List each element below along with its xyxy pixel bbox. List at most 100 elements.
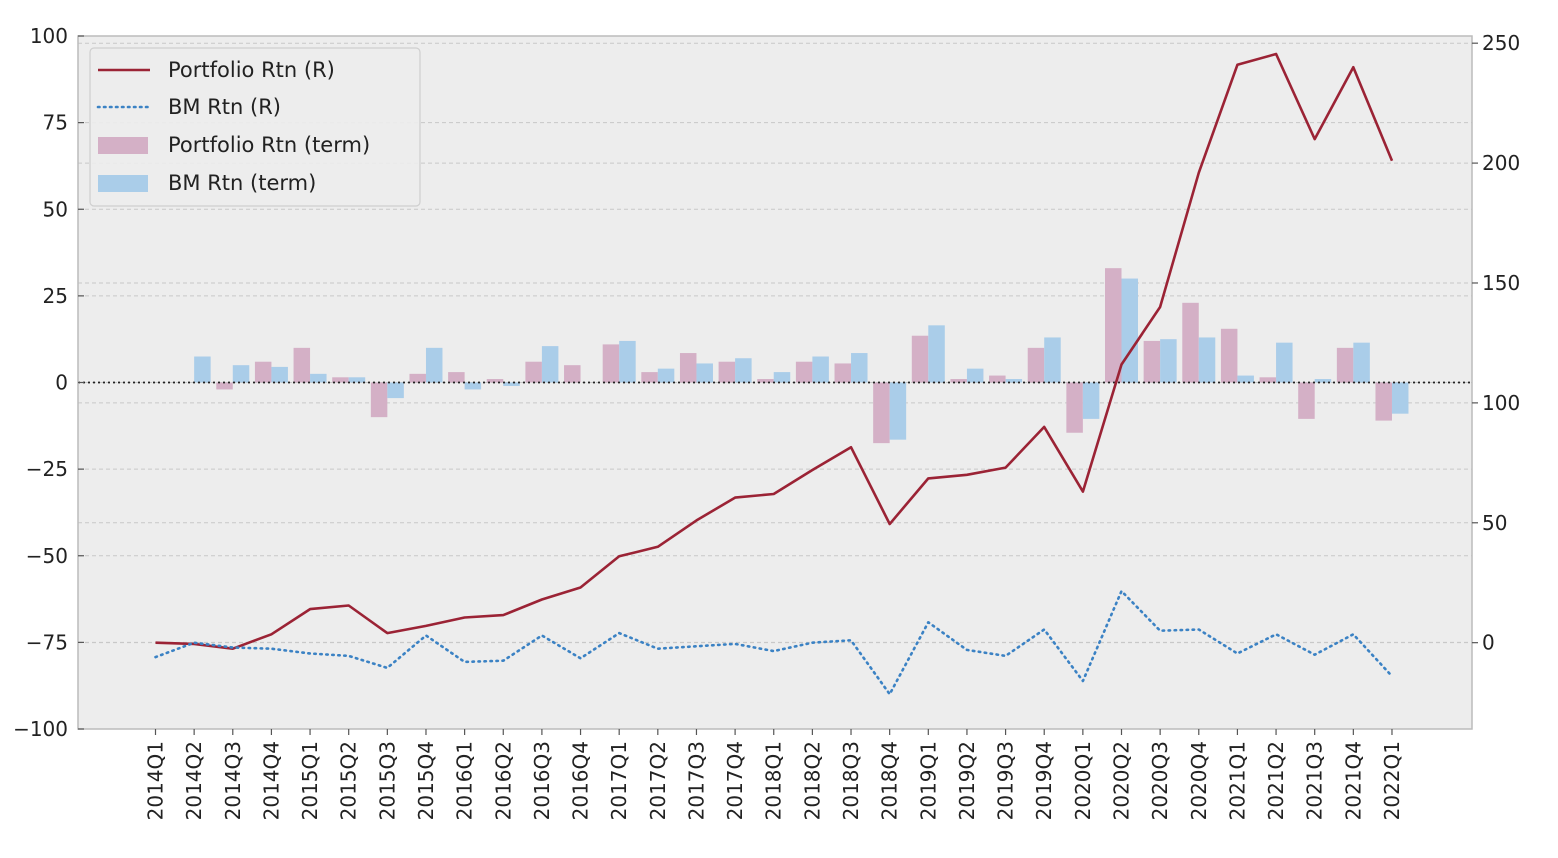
x-tick-label: 2020Q4 <box>1187 741 1211 820</box>
portfolio-term-bar <box>950 379 967 383</box>
bm-term-bar <box>464 382 482 390</box>
portfolio-term-bar <box>486 379 504 383</box>
left-tick-label: −50 <box>26 544 68 568</box>
portfolio-term-bar <box>1182 302 1199 383</box>
right-tick-label: 200 <box>1482 151 1520 175</box>
portfolio-term-bar <box>1336 347 1354 383</box>
bm-term-bar <box>232 365 250 383</box>
bm-term-bar <box>1314 379 1332 383</box>
bm-term-bar <box>310 373 327 383</box>
x-tick-label: 2015Q2 <box>337 741 361 820</box>
portfolio-term-bar <box>873 382 890 444</box>
x-tick-label: 2020Q2 <box>1110 741 1134 820</box>
portfolio-term-bar <box>1027 347 1045 383</box>
left-tick-label: 75 <box>43 111 68 135</box>
left-tick-label: −75 <box>26 630 68 654</box>
x-tick-label: 2016Q1 <box>453 741 477 820</box>
bm-term-bar <box>387 382 404 399</box>
bm-term-bar <box>425 347 443 383</box>
x-tick-label: 2016Q3 <box>530 741 554 820</box>
bm-term-bar <box>1121 278 1138 383</box>
portfolio-term-bar <box>641 372 658 383</box>
x-tick-label: 2019Q4 <box>1032 741 1056 820</box>
x-axis: 2014Q1 2014Q2 2014Q3 2014Q4 2015Q1 2015Q2 2015… <box>144 729 1404 820</box>
bm-term-bar <box>889 382 907 440</box>
bm-term-bar <box>1005 379 1023 383</box>
x-tick-label: 2018Q2 <box>800 741 824 820</box>
bm-term-bar <box>541 346 559 383</box>
bm-term-bar <box>348 377 366 383</box>
bm-term-bar <box>194 356 211 383</box>
x-tick-label: 2021Q4 <box>1341 741 1365 820</box>
bm-term-bar <box>1353 342 1370 383</box>
x-tick-label: 2019Q2 <box>955 741 979 820</box>
portfolio-term-bar <box>757 379 774 383</box>
lines <box>154 52 1394 696</box>
portfolio-term-bar <box>1298 382 1315 419</box>
portfolio-term-bar <box>911 335 929 383</box>
portfolio-term-bar <box>293 347 311 383</box>
portfolio-term-bar <box>1066 382 1083 433</box>
bm-term-bar <box>966 368 984 383</box>
left-tick-label: 50 <box>43 197 68 221</box>
portfolio-term-bar <box>602 344 620 383</box>
x-tick-label: 2017Q3 <box>685 741 709 820</box>
legend-label: BM Rtn (R) <box>168 95 281 119</box>
bm-term-bar <box>271 366 288 383</box>
portfolio-term-bar <box>332 377 349 383</box>
x-tick-label: 2014Q2 <box>182 741 206 820</box>
legend-swatch-bm-bar <box>98 175 148 192</box>
bm-term-bar <box>1160 339 1177 383</box>
bm-term-bar <box>619 340 636 383</box>
portfolio-term-bar <box>370 382 388 418</box>
right-tick-label: 250 <box>1482 31 1520 55</box>
x-tick-label: 2021Q3 <box>1303 741 1327 820</box>
x-tick-label: 2021Q1 <box>1225 741 1249 820</box>
bm-term-bar <box>1082 382 1100 419</box>
x-tick-label: 2022Q1 <box>1380 741 1404 820</box>
x-tick-label: 2019Q1 <box>916 741 940 820</box>
bm-term-bar <box>851 353 868 383</box>
bm-term-bar <box>1276 342 1293 383</box>
bm-term-bar <box>1391 382 1409 414</box>
portfolio-term-bar <box>679 353 697 383</box>
legend: Portfolio Rtn (R) BM Rtn (R) Portfolio Rtn… <box>89 47 421 207</box>
left-tick-label: −25 <box>26 457 68 481</box>
bm-cumulative-line <box>154 589 1394 696</box>
right-tick-label: 50 <box>1482 511 1507 535</box>
portfolio-term-bar <box>795 361 813 383</box>
x-tick-label: 2014Q1 <box>144 741 168 820</box>
left-tick-label: 25 <box>43 284 68 308</box>
portfolio-term-bar <box>1220 328 1238 383</box>
x-tick-label: 2015Q4 <box>414 741 438 820</box>
portfolio-term-bar <box>525 361 542 383</box>
portfolio-term-bar <box>1143 340 1161 383</box>
right-axis: 250 200 150 100 50 0 <box>1472 31 1520 655</box>
bm-term-bar <box>735 358 752 383</box>
portfolio-term-bar <box>1259 377 1277 383</box>
legend-label: Portfolio Rtn (R) <box>168 58 335 82</box>
x-tick-label: 2015Q3 <box>375 741 399 820</box>
portfolio-term-bar <box>718 361 736 383</box>
x-tick-label: 2014Q3 <box>221 741 245 820</box>
x-tick-label: 2014Q4 <box>259 741 283 820</box>
x-tick-label: 2019Q3 <box>994 741 1018 820</box>
x-tick-label: 2020Q1 <box>1071 741 1095 820</box>
portfolio-term-bar <box>1375 382 1392 421</box>
bm-term-bar <box>503 382 520 386</box>
left-tick-label: −100 <box>13 717 68 741</box>
portfolio-term-bar <box>409 373 426 383</box>
portfolio-term-bar <box>1105 268 1122 383</box>
portfolio-term-bar <box>216 382 233 390</box>
x-tick-label: 2021Q2 <box>1264 741 1288 820</box>
right-tick-label: 0 <box>1482 631 1495 655</box>
x-tick-label: 2018Q1 <box>762 741 786 820</box>
portfolio-term-bar <box>989 375 1006 383</box>
x-tick-label: 2018Q4 <box>878 741 902 820</box>
x-tick-label: 2015Q1 <box>298 741 322 820</box>
x-tick-label: 2018Q3 <box>839 741 863 820</box>
bm-term-bar <box>696 363 713 383</box>
bm-term-bar <box>657 368 675 383</box>
x-tick-label: 2020Q3 <box>1148 741 1172 820</box>
